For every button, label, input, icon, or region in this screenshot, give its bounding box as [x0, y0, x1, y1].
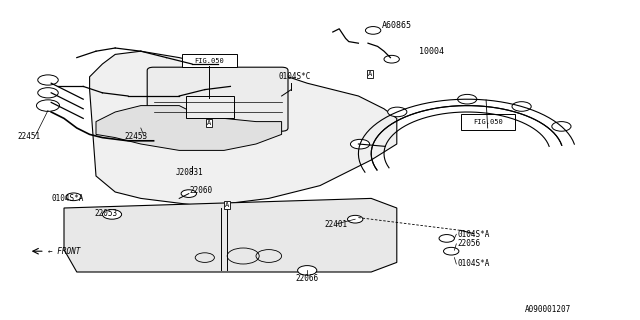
Circle shape	[552, 122, 571, 131]
Text: A: A	[225, 202, 229, 208]
FancyBboxPatch shape	[182, 54, 237, 67]
Text: A: A	[368, 71, 372, 76]
Text: 22453: 22453	[125, 132, 148, 140]
Text: A: A	[207, 120, 211, 126]
Text: ← FRONT: ← FRONT	[48, 247, 81, 256]
Text: 10004: 10004	[419, 47, 444, 56]
FancyBboxPatch shape	[461, 114, 515, 130]
Text: 22401: 22401	[324, 220, 348, 229]
Circle shape	[512, 102, 531, 111]
Polygon shape	[90, 51, 397, 205]
Circle shape	[458, 94, 477, 104]
Circle shape	[444, 247, 459, 255]
FancyBboxPatch shape	[186, 96, 234, 118]
Circle shape	[351, 139, 370, 149]
Circle shape	[388, 107, 407, 117]
Text: 0104S*A: 0104S*A	[458, 260, 490, 268]
Circle shape	[66, 193, 81, 201]
Text: FIG.050: FIG.050	[195, 58, 224, 64]
Text: A090001207: A090001207	[525, 305, 571, 314]
Text: 22451: 22451	[18, 132, 41, 140]
Circle shape	[181, 190, 196, 197]
Text: 0104S*A: 0104S*A	[458, 230, 490, 239]
Text: 22066: 22066	[296, 274, 319, 283]
Polygon shape	[96, 106, 282, 150]
Circle shape	[439, 235, 454, 242]
Circle shape	[384, 55, 399, 63]
Circle shape	[365, 27, 381, 34]
Text: 22060: 22060	[189, 186, 212, 195]
Text: J20831: J20831	[176, 168, 204, 177]
FancyBboxPatch shape	[147, 67, 288, 131]
Text: 22056: 22056	[458, 239, 481, 248]
Circle shape	[298, 266, 317, 275]
Text: 22053: 22053	[95, 209, 118, 218]
Circle shape	[348, 215, 363, 223]
Text: 0104S*C: 0104S*C	[278, 72, 311, 81]
Circle shape	[102, 210, 122, 219]
Polygon shape	[64, 198, 397, 272]
Text: A60865: A60865	[382, 21, 412, 30]
Text: FIG.050: FIG.050	[473, 119, 502, 124]
Text: 0104S*A: 0104S*A	[51, 194, 84, 203]
